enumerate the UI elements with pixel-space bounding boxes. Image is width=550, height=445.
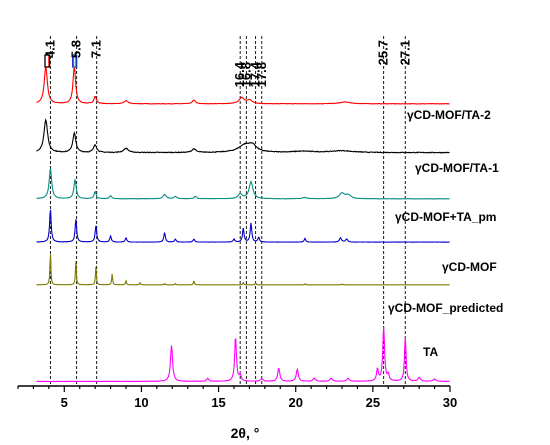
series-label: γCD-MOF/TA-1: [415, 161, 499, 175]
series-label: γCD-MOF_predicted: [388, 301, 503, 315]
series-line: [36, 254, 450, 286]
reference-line-label: 4.1: [42, 40, 57, 58]
clipped-peak-cap: [72, 54, 77, 68]
series-label: TA: [423, 345, 438, 359]
clipped-peak-cap: [44, 54, 51, 68]
reference-line-label: 25.7: [376, 40, 391, 65]
series-line: [36, 167, 450, 200]
x-tick-label: 20: [288, 395, 302, 410]
series-label: γCD-MOF+TA_pm: [395, 210, 496, 224]
reference-line-label: 5.8: [69, 40, 84, 58]
x-axis-title: 2θ, °: [231, 425, 260, 441]
x-tick-label: 30: [443, 395, 457, 410]
x-axis: 5 10 15 20 25 30: [17, 385, 457, 410]
series-label: γCD-MOF/TA-2: [407, 108, 491, 122]
reference-line-label: 17.4: [248, 61, 263, 87]
x-tick-label: 25: [366, 395, 380, 410]
series-layer: [36, 54, 450, 383]
series-line: [36, 66, 450, 105]
reference-lines: [49, 36, 406, 386]
series-line: [36, 118, 450, 154]
reference-line-label: 16.4: [232, 61, 247, 87]
peak-labels: 4.1 5.8 7.1 16.416.817.417.8 25.7 27.1: [42, 40, 412, 87]
reference-line-label: 7.1: [89, 40, 104, 58]
series-label: γCD-MOF: [442, 260, 497, 274]
x-tick-label: 15: [211, 395, 225, 410]
series-line: [36, 209, 450, 243]
x-tick-label: 5: [61, 395, 68, 410]
series-line: [36, 326, 450, 383]
reference-line-label: 16.8: [238, 62, 253, 87]
series-labels: γCD-MOF/TA-2 γCD-MOF/TA-1 γCD-MOF+TA_pm γCD…: [388, 108, 503, 359]
x-tick-label: 10: [134, 395, 148, 410]
reference-line-label: 17.8: [254, 62, 269, 87]
reference-line-label: 27.1: [397, 40, 412, 65]
